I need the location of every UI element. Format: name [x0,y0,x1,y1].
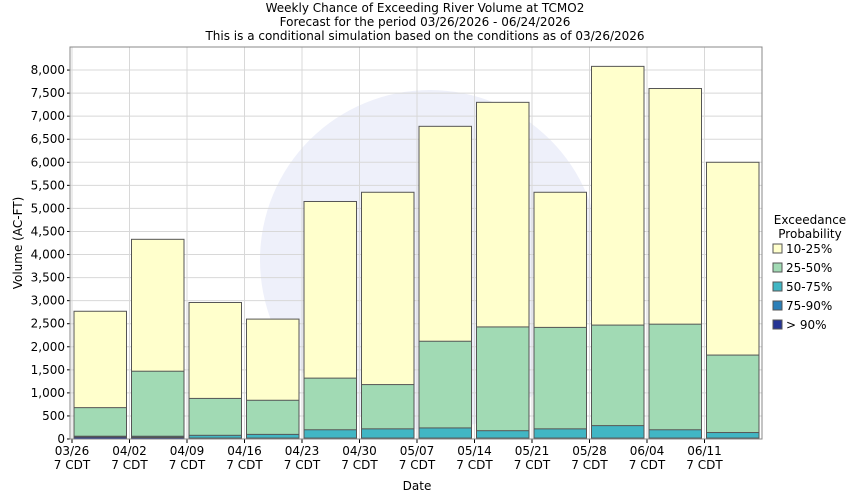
y-tick-label: 1,000 [31,386,65,400]
y-tick-label: 7,000 [31,109,65,123]
x-axis-label: Date [403,479,432,493]
x-tick-label: 04/16 7 CDT [226,444,263,472]
bar [476,326,530,440]
y-tick-label: 4,000 [31,248,65,262]
legend-swatch [772,243,783,254]
y-tick-label: 500 [42,409,65,423]
legend-title: Exceedance [774,213,846,227]
bar [648,323,702,440]
y-tick-label: 2,000 [31,340,65,354]
y-tick-label: 7,500 [31,86,65,100]
legend-label: 50-75% [786,280,832,294]
legend-title: Probability [778,227,841,241]
x-tick-label: 05/14 7 CDT [456,444,493,472]
bar [706,354,760,440]
x-tick-label: 03/26 7 CDT [54,444,91,472]
chart-title: Weekly Chance of Exceeding River Volume … [266,1,585,15]
x-tick-label: 04/02 7 CDT [111,444,148,472]
legend-swatch [772,319,783,330]
y-tick-label: 8,000 [31,63,65,77]
x-tick-label: 05/21 7 CDT [514,444,551,472]
legend-label: 25-50% [786,261,832,275]
legend-swatch [772,281,783,292]
y-axis-label: Volume (AC-FT) [11,197,25,290]
chart-subtitle: This is a conditional simulation based o… [204,29,644,43]
bar [73,407,127,440]
x-tick-label: 04/23 7 CDT [284,444,321,472]
bar [533,428,587,440]
bar [131,370,185,440]
y-tick-label: 5,000 [31,201,65,215]
bar [361,428,415,440]
y-tick-label: 5,500 [31,178,65,192]
chart-subtitle: Forecast for the period 03/26/2026 - 06/… [280,15,571,29]
y-tick-label: 3,000 [31,294,65,308]
legend-label: > 90% [786,318,827,332]
bar [591,425,645,440]
y-tick-label: 2,500 [31,317,65,331]
bar [533,326,587,440]
x-tick-label: 04/30 7 CDT [341,444,378,472]
y-tick-label: 6,500 [31,132,65,146]
legend-label: 75-90% [786,299,832,313]
bar [418,340,472,440]
bar [418,427,472,440]
bar [246,399,300,440]
bar [188,397,242,440]
legend-swatch [772,300,783,311]
y-tick-label: 4,500 [31,224,65,238]
x-tick-label: 06/11 7 CDT [686,444,723,472]
y-tick-label: 3,500 [31,271,65,285]
legend-label: 10-25% [786,242,832,256]
x-tick-label: 06/04 7 CDT [629,444,666,472]
x-tick-label: 05/07 7 CDT [399,444,436,472]
x-tick-label: 04/09 7 CDT [169,444,206,472]
plot-border [69,46,763,440]
y-tick-label: 6,000 [31,155,65,169]
y-tick-label: 1,500 [31,363,65,377]
legend-swatch [772,262,783,273]
x-tick-label: 05/28 7 CDT [571,444,608,472]
bar [591,324,645,440]
y-tick-label: 0 [57,432,65,446]
